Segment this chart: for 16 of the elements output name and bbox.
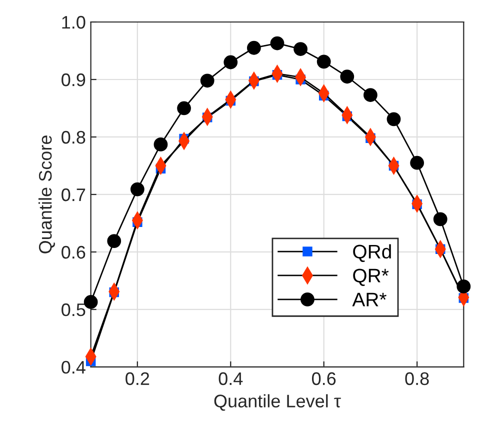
x-tick-label: 0.8 <box>405 372 429 386</box>
y-tick-label: 0.6 <box>62 246 86 259</box>
y-tick-label: 0.7 <box>62 188 86 202</box>
x-axis-title: Quantile Level τ <box>214 394 341 411</box>
x-tick-label: 0.4 <box>218 372 243 386</box>
legend-label: QR* <box>353 268 389 286</box>
x-tick-label: 0.6 <box>312 372 336 386</box>
x-tick-label: 0.2 <box>126 372 150 386</box>
y-tick-label: 0.9 <box>62 73 86 86</box>
legend-label: QRd <box>353 244 391 262</box>
y-tick-label: 1.0 <box>62 16 86 29</box>
y-axis-title: Quantile Score <box>38 136 55 254</box>
y-tick-label: 0.8 <box>62 130 86 144</box>
y-tick-label: 0.4 <box>62 360 86 374</box>
y-tick-label: 0.5 <box>62 303 86 316</box>
legend-label: AR* <box>352 292 386 306</box>
